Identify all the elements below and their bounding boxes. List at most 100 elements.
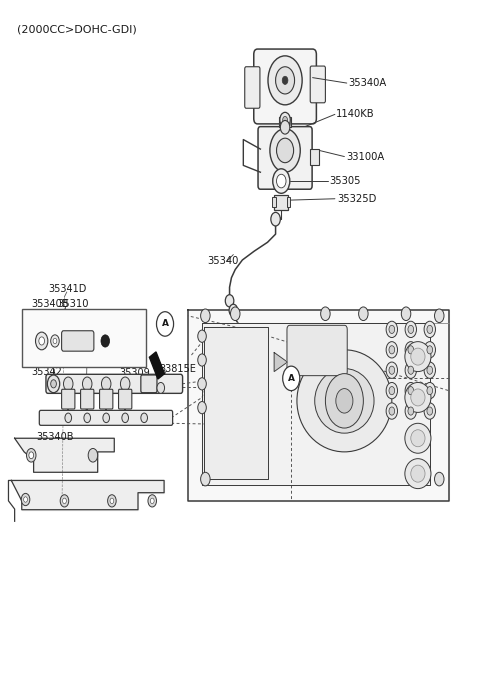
Circle shape bbox=[271, 213, 280, 226]
FancyBboxPatch shape bbox=[141, 375, 157, 392]
Ellipse shape bbox=[405, 383, 431, 412]
FancyBboxPatch shape bbox=[81, 389, 94, 409]
Ellipse shape bbox=[297, 350, 392, 452]
Circle shape bbox=[424, 383, 435, 399]
Text: 35310: 35310 bbox=[57, 298, 89, 309]
Circle shape bbox=[389, 386, 395, 394]
Text: 35309: 35309 bbox=[119, 368, 150, 378]
Circle shape bbox=[225, 295, 234, 307]
Bar bbox=[310, 149, 319, 165]
Text: 33100A: 33100A bbox=[346, 152, 384, 162]
Ellipse shape bbox=[315, 368, 374, 433]
FancyBboxPatch shape bbox=[287, 325, 347, 376]
Circle shape bbox=[427, 346, 432, 354]
FancyArrow shape bbox=[149, 352, 165, 379]
Circle shape bbox=[198, 354, 206, 366]
Circle shape bbox=[321, 307, 330, 320]
Circle shape bbox=[268, 56, 302, 105]
Text: A: A bbox=[288, 374, 295, 383]
Circle shape bbox=[408, 366, 414, 375]
Bar bbox=[274, 195, 288, 210]
Circle shape bbox=[141, 413, 147, 423]
Circle shape bbox=[405, 403, 417, 419]
Ellipse shape bbox=[411, 348, 425, 365]
Circle shape bbox=[273, 169, 290, 193]
Circle shape bbox=[427, 407, 432, 415]
Circle shape bbox=[282, 76, 288, 84]
FancyBboxPatch shape bbox=[39, 410, 173, 425]
Circle shape bbox=[424, 321, 435, 338]
Circle shape bbox=[401, 307, 411, 320]
FancyBboxPatch shape bbox=[61, 389, 75, 409]
Circle shape bbox=[148, 495, 156, 507]
Circle shape bbox=[405, 383, 417, 399]
Circle shape bbox=[65, 413, 72, 423]
Circle shape bbox=[122, 413, 129, 423]
Text: (2000CC>DOHC-GDI): (2000CC>DOHC-GDI) bbox=[17, 25, 137, 34]
Circle shape bbox=[62, 498, 66, 504]
Circle shape bbox=[386, 383, 397, 399]
Circle shape bbox=[60, 495, 69, 507]
FancyBboxPatch shape bbox=[46, 375, 182, 393]
Circle shape bbox=[386, 403, 397, 419]
FancyBboxPatch shape bbox=[99, 389, 113, 409]
Circle shape bbox=[276, 67, 295, 94]
Polygon shape bbox=[204, 327, 268, 479]
Bar bbox=[272, 198, 276, 207]
Text: 35340C: 35340C bbox=[72, 338, 109, 348]
Text: 35341D: 35341D bbox=[48, 283, 86, 294]
Circle shape bbox=[198, 401, 206, 414]
Text: 1140FN: 1140FN bbox=[86, 348, 123, 358]
Circle shape bbox=[408, 407, 414, 415]
Circle shape bbox=[408, 346, 414, 354]
Circle shape bbox=[63, 377, 73, 390]
FancyBboxPatch shape bbox=[245, 67, 260, 108]
Text: 33815E: 33815E bbox=[159, 364, 196, 374]
Circle shape bbox=[36, 332, 48, 350]
Circle shape bbox=[424, 362, 435, 379]
Circle shape bbox=[108, 495, 116, 507]
Circle shape bbox=[198, 378, 206, 390]
Circle shape bbox=[359, 307, 368, 320]
Circle shape bbox=[286, 121, 290, 128]
Ellipse shape bbox=[411, 465, 425, 482]
Text: 35340B: 35340B bbox=[36, 432, 73, 442]
Circle shape bbox=[405, 362, 417, 379]
Ellipse shape bbox=[405, 342, 431, 372]
Bar bbox=[22, 309, 146, 367]
Ellipse shape bbox=[405, 423, 431, 453]
Circle shape bbox=[51, 380, 56, 388]
FancyBboxPatch shape bbox=[310, 66, 325, 103]
Circle shape bbox=[84, 413, 91, 423]
Circle shape bbox=[101, 335, 109, 347]
Circle shape bbox=[120, 377, 130, 390]
Circle shape bbox=[424, 403, 435, 419]
Circle shape bbox=[201, 309, 210, 322]
Circle shape bbox=[230, 307, 240, 320]
Circle shape bbox=[150, 498, 154, 504]
Text: 35325D: 35325D bbox=[337, 193, 376, 204]
Polygon shape bbox=[202, 322, 430, 484]
Text: 35340B: 35340B bbox=[31, 298, 69, 309]
Circle shape bbox=[389, 346, 395, 354]
Circle shape bbox=[270, 129, 300, 172]
Polygon shape bbox=[14, 438, 114, 472]
Circle shape bbox=[427, 386, 432, 394]
Circle shape bbox=[283, 366, 300, 390]
Circle shape bbox=[51, 335, 59, 347]
FancyBboxPatch shape bbox=[119, 389, 132, 409]
Circle shape bbox=[386, 362, 397, 379]
Circle shape bbox=[427, 325, 432, 333]
Circle shape bbox=[103, 413, 109, 423]
Polygon shape bbox=[274, 353, 288, 372]
FancyBboxPatch shape bbox=[258, 127, 312, 189]
Polygon shape bbox=[12, 480, 164, 510]
Bar bbox=[279, 117, 291, 127]
Text: 35305: 35305 bbox=[329, 176, 360, 186]
Ellipse shape bbox=[411, 389, 425, 406]
Circle shape bbox=[325, 374, 363, 428]
Circle shape bbox=[276, 138, 294, 163]
Circle shape bbox=[48, 375, 60, 392]
Circle shape bbox=[427, 366, 432, 375]
Circle shape bbox=[389, 325, 395, 333]
